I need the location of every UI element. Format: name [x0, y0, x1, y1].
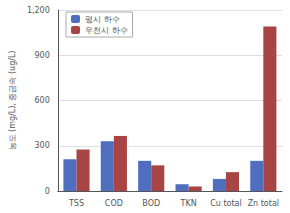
svg-text:Zn total: Zn total [248, 199, 279, 208]
svg-text:900: 900 [35, 51, 50, 60]
svg-text:COD: COD [105, 199, 123, 208]
svg-text:TSS: TSS [68, 199, 84, 208]
svg-text:우천시 하수: 우천시 하수 [85, 26, 128, 35]
svg-text:0: 0 [45, 187, 50, 196]
svg-text:농도 (mg/L), 중금속 (ug/L): 농도 (mg/L), 중금속 (ug/L) [8, 51, 17, 151]
svg-text:TKN: TKN [180, 199, 197, 208]
svg-text:300: 300 [35, 141, 50, 150]
svg-text:평시 하수: 평시 하수 [85, 15, 120, 24]
svg-text:Cu total: Cu total [210, 199, 242, 208]
svg-text:600: 600 [35, 96, 50, 105]
svg-text:1,200: 1,200 [27, 6, 50, 15]
svg-text:BOD: BOD [142, 199, 160, 208]
